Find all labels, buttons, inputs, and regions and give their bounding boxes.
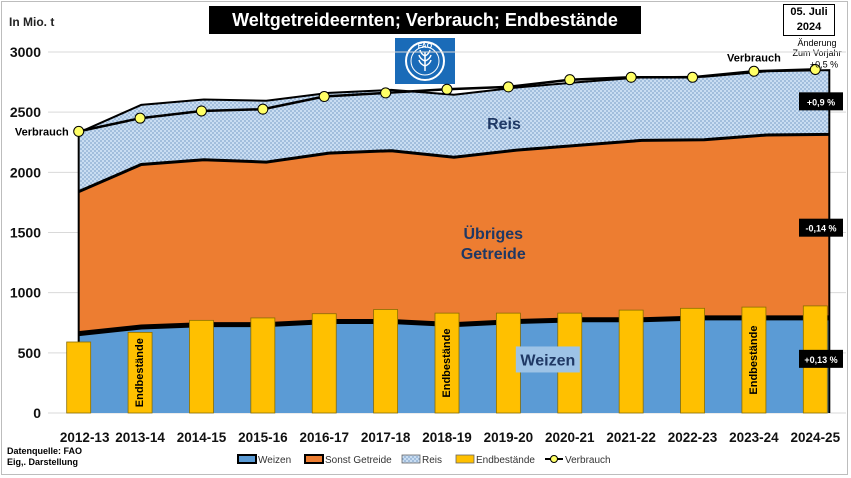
x-tick-label: 2020-21	[545, 430, 595, 445]
rice-area-label: Reis	[487, 116, 521, 133]
change-label: +0,9 %	[807, 97, 835, 107]
other-grains-area-label-1: Übriges	[463, 224, 523, 243]
y-tick-label: 3000	[10, 44, 41, 60]
x-tick-label: 2013-14	[115, 430, 165, 445]
consumption-point	[134, 112, 146, 124]
stock-bar	[618, 309, 644, 414]
stock-bar	[127, 331, 153, 414]
source-line-1: Datenquelle: FAO	[7, 446, 83, 456]
consumption-point	[687, 71, 699, 83]
date-line-2: 2024	[796, 21, 822, 33]
y-tick-label: 2000	[10, 164, 41, 180]
source-note: Datenquelle: FAO Eig,. Darstellung	[7, 446, 82, 468]
change-label-box	[799, 218, 843, 237]
change-note-line-2: Zum Vorjahr	[792, 48, 842, 58]
legend-swatch	[304, 454, 324, 464]
x-tick-label: 2015-16	[238, 430, 288, 445]
x-tick-label: 2022-23	[668, 430, 718, 445]
x-tick-label: 2021-22	[606, 430, 656, 445]
change-label: +0,5 %	[810, 59, 838, 69]
wheat-label-box	[515, 346, 580, 373]
stock-bar-label: Endbestände	[748, 326, 760, 395]
y-axis-unit: In Mio. t	[9, 15, 55, 29]
stock-bar	[189, 319, 214, 414]
source-line-2: Eig,. Darstellung	[7, 457, 79, 467]
consumption-point	[748, 65, 760, 77]
x-tick-label: 2019-20	[484, 430, 534, 445]
change-note-line-1: Änderung	[797, 38, 837, 48]
fao-logo-text: FAO	[418, 43, 433, 50]
stock-bar	[66, 341, 92, 414]
consumption-point	[257, 103, 269, 115]
chart-labels: Reis Übriges Getreide Weizen Endbestände Endb…	[15, 52, 843, 407]
x-tick-label: 2023-24	[729, 430, 779, 445]
consumption-point	[380, 87, 392, 99]
legend-swatch	[455, 454, 475, 464]
chart-title: Weltgetreideernten; Verbrauch; Endbestän…	[209, 6, 641, 34]
stock-bar	[311, 313, 337, 414]
legend-swatch	[237, 454, 257, 464]
other-grains-area-label-2: Getreide	[461, 246, 526, 263]
stock-bar	[680, 307, 705, 414]
change-label-box	[799, 349, 843, 368]
consumption-point	[318, 91, 330, 103]
legend-label: Weizen	[258, 455, 291, 466]
x-tick-label: 2014-15	[177, 430, 227, 445]
wheat-area-label: Weizen	[520, 352, 575, 369]
consumption-label: Verbrauch	[727, 52, 781, 64]
y-tick-label: 2500	[10, 104, 41, 120]
consumption-label: Verbrauch	[15, 126, 69, 138]
y-tick-label: 1500	[10, 225, 41, 241]
x-tick-labels: 2012-13 2013-14 2014-15 2015-16 2016-17 2017-…	[60, 430, 841, 445]
y-tick-label: 500	[18, 345, 42, 361]
legend-label: Sonst Getreide	[325, 455, 392, 466]
stock-bar	[741, 306, 767, 414]
legend-label: Verbrauch	[565, 455, 611, 466]
stock-bar	[434, 312, 460, 414]
consumption-point	[809, 63, 821, 75]
stock-bar-label: Endbestände	[441, 329, 453, 398]
x-tick-label: 2012-13	[60, 430, 110, 445]
fao-emblem-icon: FAO	[405, 41, 445, 81]
x-tick-label: 2017-18	[361, 430, 411, 445]
consumption-point	[502, 81, 514, 93]
y-tick-label: 1000	[10, 285, 41, 301]
consumption-point	[195, 105, 207, 117]
other-grains-area-top-line	[78, 132, 830, 193]
consumption-point	[564, 74, 576, 86]
date-line-1: 05. Juli	[790, 6, 828, 18]
legend-swatch-marker	[550, 455, 558, 463]
consumption-point	[73, 125, 85, 137]
stock-bar-label: Endbestände	[134, 338, 146, 407]
legend-label: Reis	[422, 455, 442, 466]
stock-bar	[373, 309, 399, 414]
other-grains-area	[78, 134, 830, 334]
consumption-point	[441, 83, 453, 95]
y-tick-labels: 0 500 1000 1500 2000 2500 3000	[10, 44, 41, 421]
change-note: Änderung Zum Vorjahr	[788, 38, 846, 58]
change-label-box	[799, 92, 843, 111]
change-label: +0,13 %	[804, 355, 837, 365]
consumption-point	[625, 71, 637, 83]
stock-bar	[250, 317, 276, 414]
consumption-line	[73, 63, 821, 137]
x-tick-label: 2018-19	[422, 430, 472, 445]
y-tick-label: 0	[33, 405, 41, 421]
legend-label: Endbestände	[476, 455, 535, 466]
x-tick-label: 2016-17	[299, 430, 349, 445]
date-box: 05. Juli 2024	[783, 4, 835, 36]
change-label: -0,14 %	[805, 224, 836, 234]
legend: Weizen Sonst Getreide Reis Endbestände Verbr…	[237, 454, 611, 466]
fao-logo: FAO	[395, 38, 455, 84]
x-tick-label: 2024-25	[791, 430, 841, 445]
legend-swatch	[401, 454, 421, 464]
